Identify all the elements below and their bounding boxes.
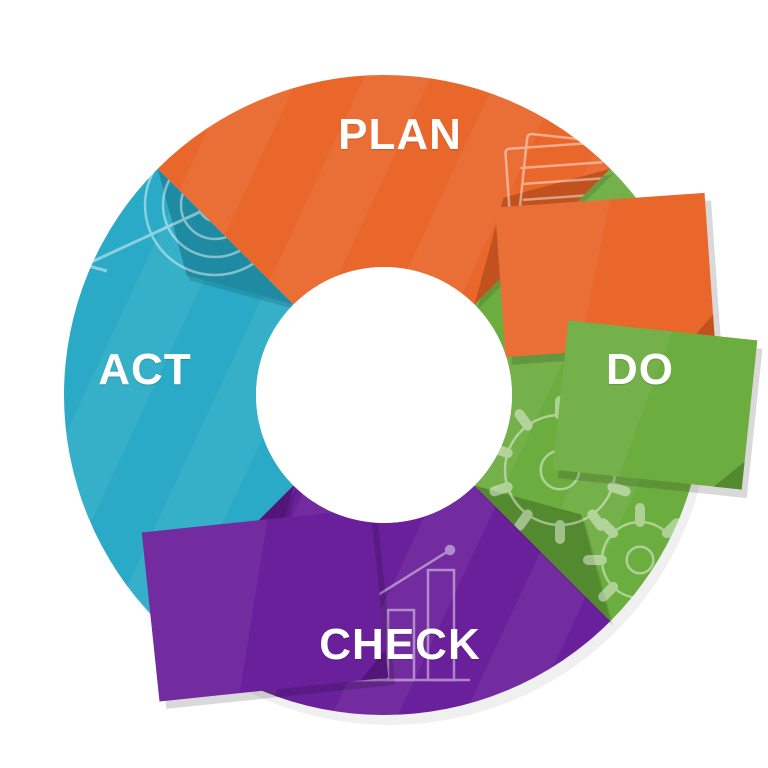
pdca-cycle-diagram: PLAN DO CHECK ACT [0,0,768,768]
callout-check [142,508,395,710]
label-act: ACT [98,345,191,395]
label-do: DO [606,345,674,395]
label-check: CHECK [319,620,480,670]
label-plan: PLAN [338,110,462,160]
